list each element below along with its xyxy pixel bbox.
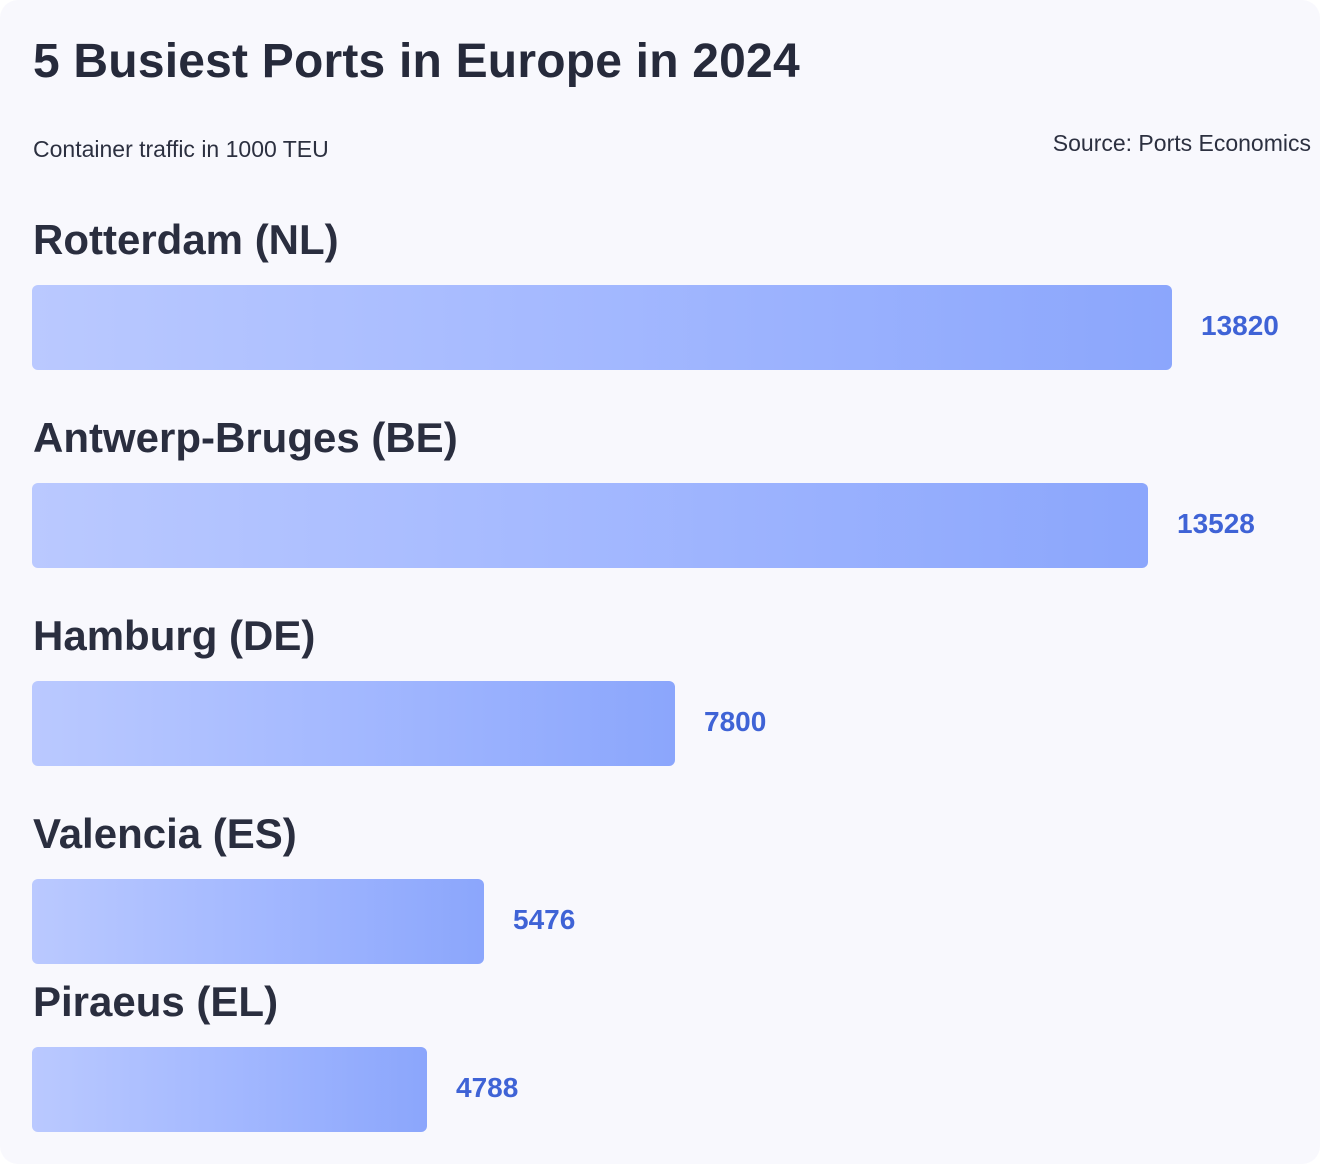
bar — [32, 1047, 427, 1132]
bar — [32, 681, 675, 766]
category-label: Rotterdam (NL) — [33, 216, 339, 263]
chart-subtitle: Container traffic in 1000 TEU — [33, 136, 329, 162]
category-label: Antwerp-Bruges (BE) — [33, 414, 458, 461]
value-label: 5476 — [513, 903, 576, 935]
category-label: Piraeus (EL) — [33, 978, 279, 1025]
chart-title: 5 Busiest Ports in Europe in 2024 — [33, 35, 800, 88]
value-label: 13820 — [1201, 309, 1279, 341]
value-label: 4788 — [456, 1071, 519, 1103]
chart-source: Source: Ports Economics — [1052, 130, 1311, 156]
bar — [32, 285, 1172, 370]
category-label: Valencia (ES) — [33, 810, 297, 857]
category-label: Hamburg (DE) — [33, 612, 316, 659]
bar — [32, 879, 484, 964]
value-label: 7800 — [704, 705, 767, 737]
bar — [32, 483, 1148, 568]
value-label: 13528 — [1177, 507, 1255, 539]
